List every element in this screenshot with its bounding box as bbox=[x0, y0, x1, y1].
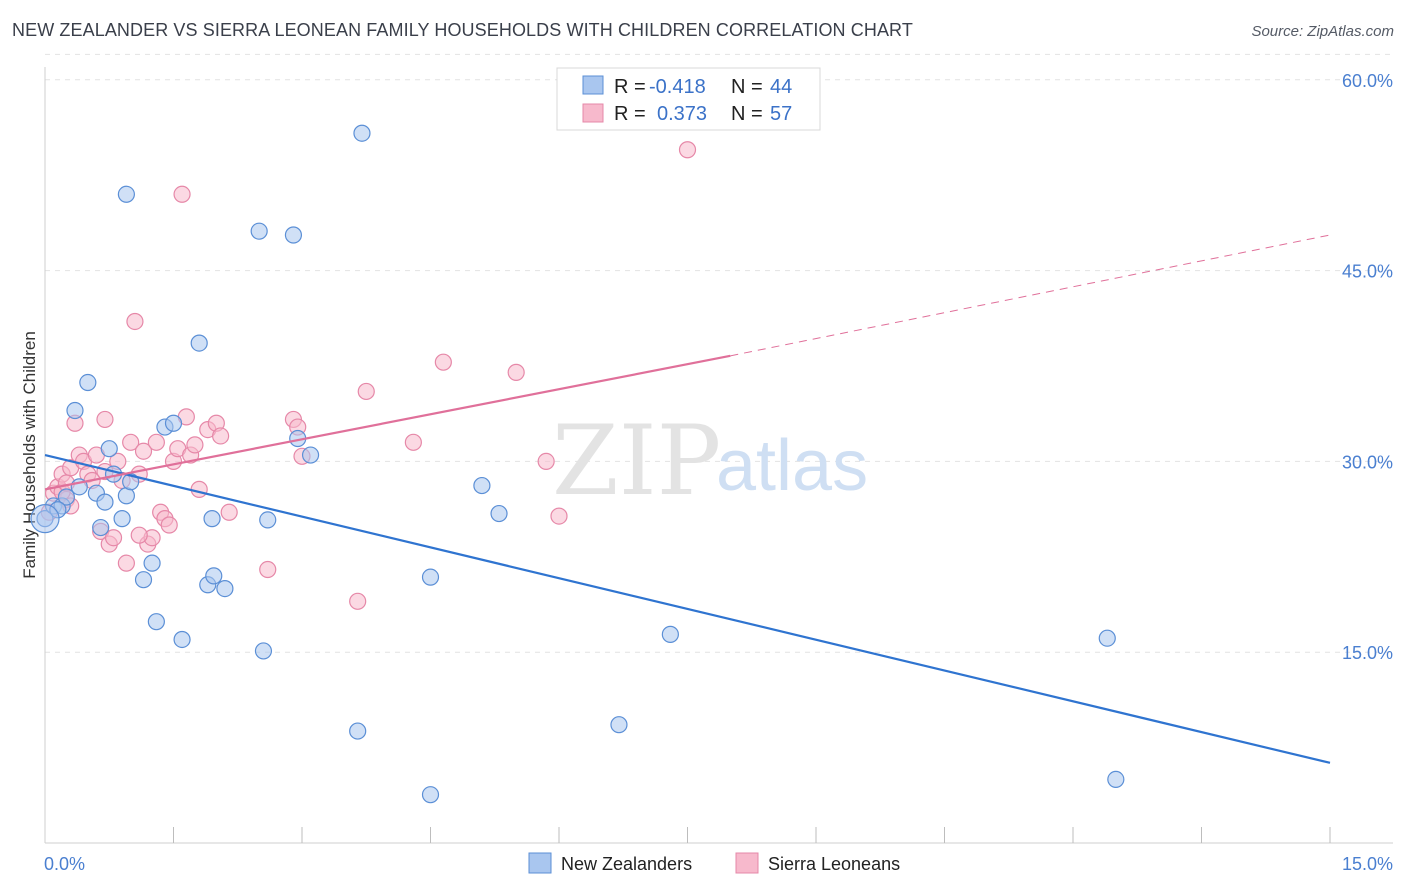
new-zealander-point bbox=[473, 476, 491, 495]
legend-swatch-new-zealanders bbox=[528, 852, 552, 874]
sierra-leonean-point bbox=[349, 592, 367, 610]
new-zealander-point bbox=[661, 625, 679, 643]
y-tick-labels: 15.0% 30.0% 45.0% 60.0% bbox=[1342, 71, 1393, 663]
legend-swatch-sierra-leoneans bbox=[735, 852, 759, 874]
legend-r-value: 0.373 bbox=[657, 103, 707, 125]
new-zealander-point bbox=[205, 567, 223, 585]
sierra-leonean-point bbox=[190, 480, 208, 498]
new-zealander-point bbox=[216, 579, 234, 598]
sierra-leonean-point bbox=[117, 554, 135, 572]
sierra-leonean-point bbox=[173, 185, 191, 203]
new-zealander-point bbox=[259, 511, 277, 529]
new-zealander-point bbox=[610, 716, 628, 734]
new-zealander-point bbox=[30, 504, 60, 534]
legend-n-value: 44 bbox=[770, 76, 792, 98]
new-zealander-point bbox=[173, 630, 191, 649]
axes bbox=[44, 67, 1393, 844]
new-zealander-point bbox=[203, 510, 221, 528]
new-zealander-point bbox=[190, 334, 208, 352]
legend-n-label: N = bbox=[731, 76, 763, 98]
x-tick-label: 15.0% bbox=[1342, 854, 1393, 874]
legend-r-label: R = bbox=[614, 103, 646, 125]
sierra-leonean-point bbox=[96, 410, 114, 429]
new-zealander-point bbox=[284, 226, 303, 244]
source-label: Source: ZipAtlas.com bbox=[1251, 23, 1394, 40]
sierra-leonean-point bbox=[404, 433, 422, 451]
sierra-leoneans-points bbox=[40, 141, 697, 610]
legend-swatch-blue bbox=[582, 75, 604, 95]
trend-lines bbox=[44, 234, 1331, 764]
x-tick-label: 0.0% bbox=[44, 854, 85, 874]
new-zealander-point bbox=[113, 510, 131, 528]
watermark-atlas: atlas bbox=[716, 426, 868, 506]
new-zealander-point bbox=[421, 568, 440, 586]
new-zealander-point bbox=[79, 373, 97, 392]
new-zealander-point bbox=[57, 488, 76, 506]
y-tick-label: 45.0% bbox=[1342, 262, 1393, 282]
legend-item-new-zealanders: New Zealanders bbox=[561, 854, 692, 874]
sierra-leonean-point bbox=[134, 442, 153, 460]
sierra-leonean-point bbox=[507, 363, 525, 381]
legend-n-value: 57 bbox=[770, 103, 792, 125]
sierra-leonean-point bbox=[434, 353, 452, 371]
new-zealander-point bbox=[1107, 770, 1125, 789]
new-zealander-point bbox=[164, 414, 183, 432]
sierra-leonean-point bbox=[220, 503, 238, 521]
sierra-leoneans-trend-line bbox=[730, 234, 1331, 357]
legend-n-label: N = bbox=[731, 103, 763, 125]
sierra-leonean-point bbox=[537, 452, 555, 470]
sierra-leonean-point bbox=[104, 529, 123, 547]
legend-r-value: -0.418 bbox=[649, 76, 706, 98]
new-zealander-point bbox=[134, 571, 153, 589]
new-zealander-point bbox=[254, 642, 273, 660]
sierra-leoneans-trend-line bbox=[44, 354, 731, 491]
sierra-leonean-point bbox=[186, 436, 204, 454]
legend-bottom: New Zealanders Sierra Leoneans bbox=[528, 852, 900, 874]
new-zealander-point bbox=[100, 440, 118, 458]
sierra-leonean-point bbox=[122, 433, 140, 451]
y-tick-label: 60.0% bbox=[1342, 71, 1393, 91]
new-zealander-point bbox=[66, 401, 84, 420]
new-zealander-point bbox=[250, 222, 268, 240]
zipatlas-watermark: ZIP atlas bbox=[552, 405, 868, 517]
new-zealander-point bbox=[143, 554, 161, 572]
new-zealander-point bbox=[490, 504, 508, 523]
sierra-leonean-point bbox=[130, 526, 148, 544]
sierra-leonean-point bbox=[678, 141, 697, 159]
new-zealander-point bbox=[1098, 629, 1116, 647]
x-tick-labels: 0.0% 15.0% bbox=[44, 854, 1393, 874]
gridlines bbox=[45, 53, 1393, 653]
sierra-leonean-point bbox=[147, 433, 165, 451]
legend-swatch-pink bbox=[582, 103, 604, 123]
sierra-leonean-point bbox=[259, 560, 277, 579]
new-zealander-point bbox=[117, 185, 135, 203]
legend-top: R = -0.418 N = 44 R = 0.373 N = 57 bbox=[556, 67, 821, 131]
sierra-leonean-point bbox=[160, 516, 178, 534]
new-zealander-point bbox=[353, 124, 371, 142]
y-tick-label: 30.0% bbox=[1342, 452, 1393, 472]
legend-item-sierra-leoneans: Sierra Leoneans bbox=[768, 854, 900, 874]
new-zealander-point bbox=[301, 446, 320, 464]
y-axis-label: Family Households with Children bbox=[20, 331, 39, 579]
sierra-leonean-point bbox=[550, 507, 568, 525]
new-zealander-point bbox=[349, 722, 367, 740]
new-zealander-point bbox=[421, 786, 440, 804]
y-tick-label: 15.0% bbox=[1342, 643, 1393, 663]
legend-r-label: R = bbox=[614, 76, 646, 98]
sierra-leonean-point bbox=[126, 312, 144, 331]
sierra-leonean-point bbox=[357, 382, 375, 401]
new-zealander-point bbox=[147, 613, 165, 631]
new-zealander-point bbox=[92, 518, 110, 537]
new-zealanders-points bbox=[30, 124, 1125, 804]
new-zealander-point bbox=[96, 493, 114, 511]
new-zealanders-trend-line bbox=[44, 453, 1331, 764]
chart-title: NEW ZEALANDER VS SIERRA LEONEAN FAMILY H… bbox=[12, 20, 913, 40]
watermark-zip: ZIP bbox=[552, 405, 721, 517]
sierra-leonean-point bbox=[212, 427, 230, 445]
